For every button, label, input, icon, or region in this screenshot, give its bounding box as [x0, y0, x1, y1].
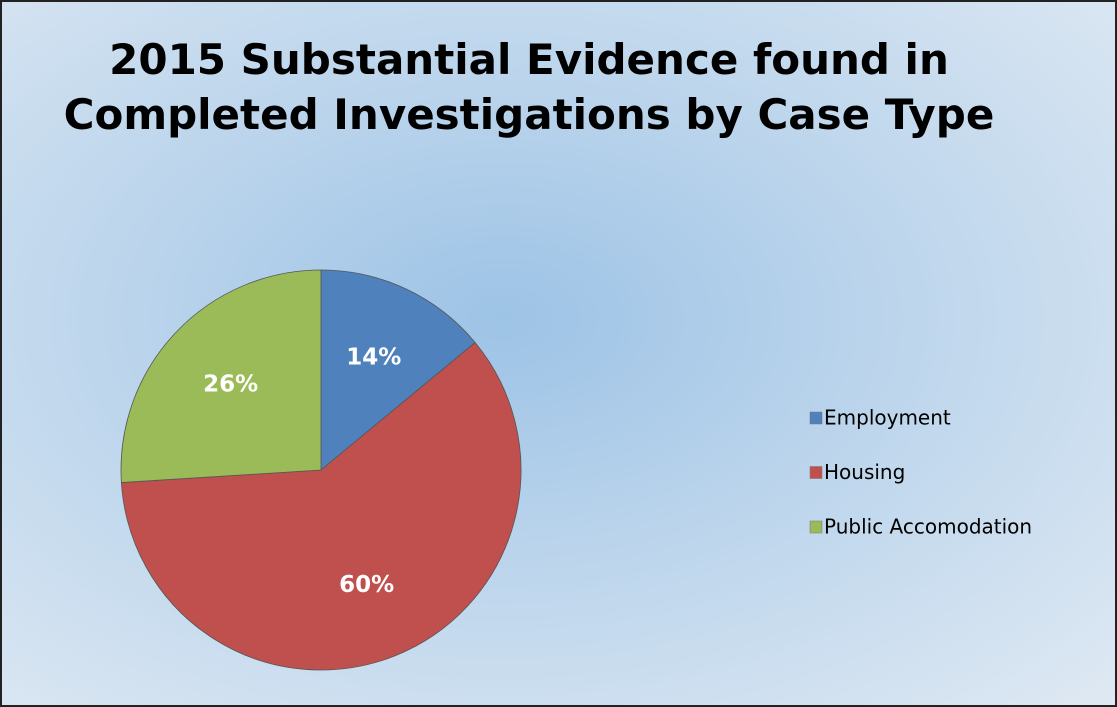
legend-label: Housing [824, 460, 905, 484]
legend-label: Public Accomodation [824, 515, 1032, 539]
data-label: 60% [339, 572, 394, 598]
pie-slice [320, 269, 476, 471]
chart-title: 2015 Substantial Evidence found in Compl… [63, 35, 995, 139]
data-label: 26% [203, 372, 258, 398]
legend-label: Employment [824, 406, 951, 430]
data-label: 14% [346, 344, 401, 370]
legend-swatch [809, 520, 823, 534]
legend-swatch [809, 411, 823, 425]
pie-slice [120, 269, 322, 483]
pie-slice [120, 341, 522, 671]
legend-swatch [809, 466, 823, 479]
